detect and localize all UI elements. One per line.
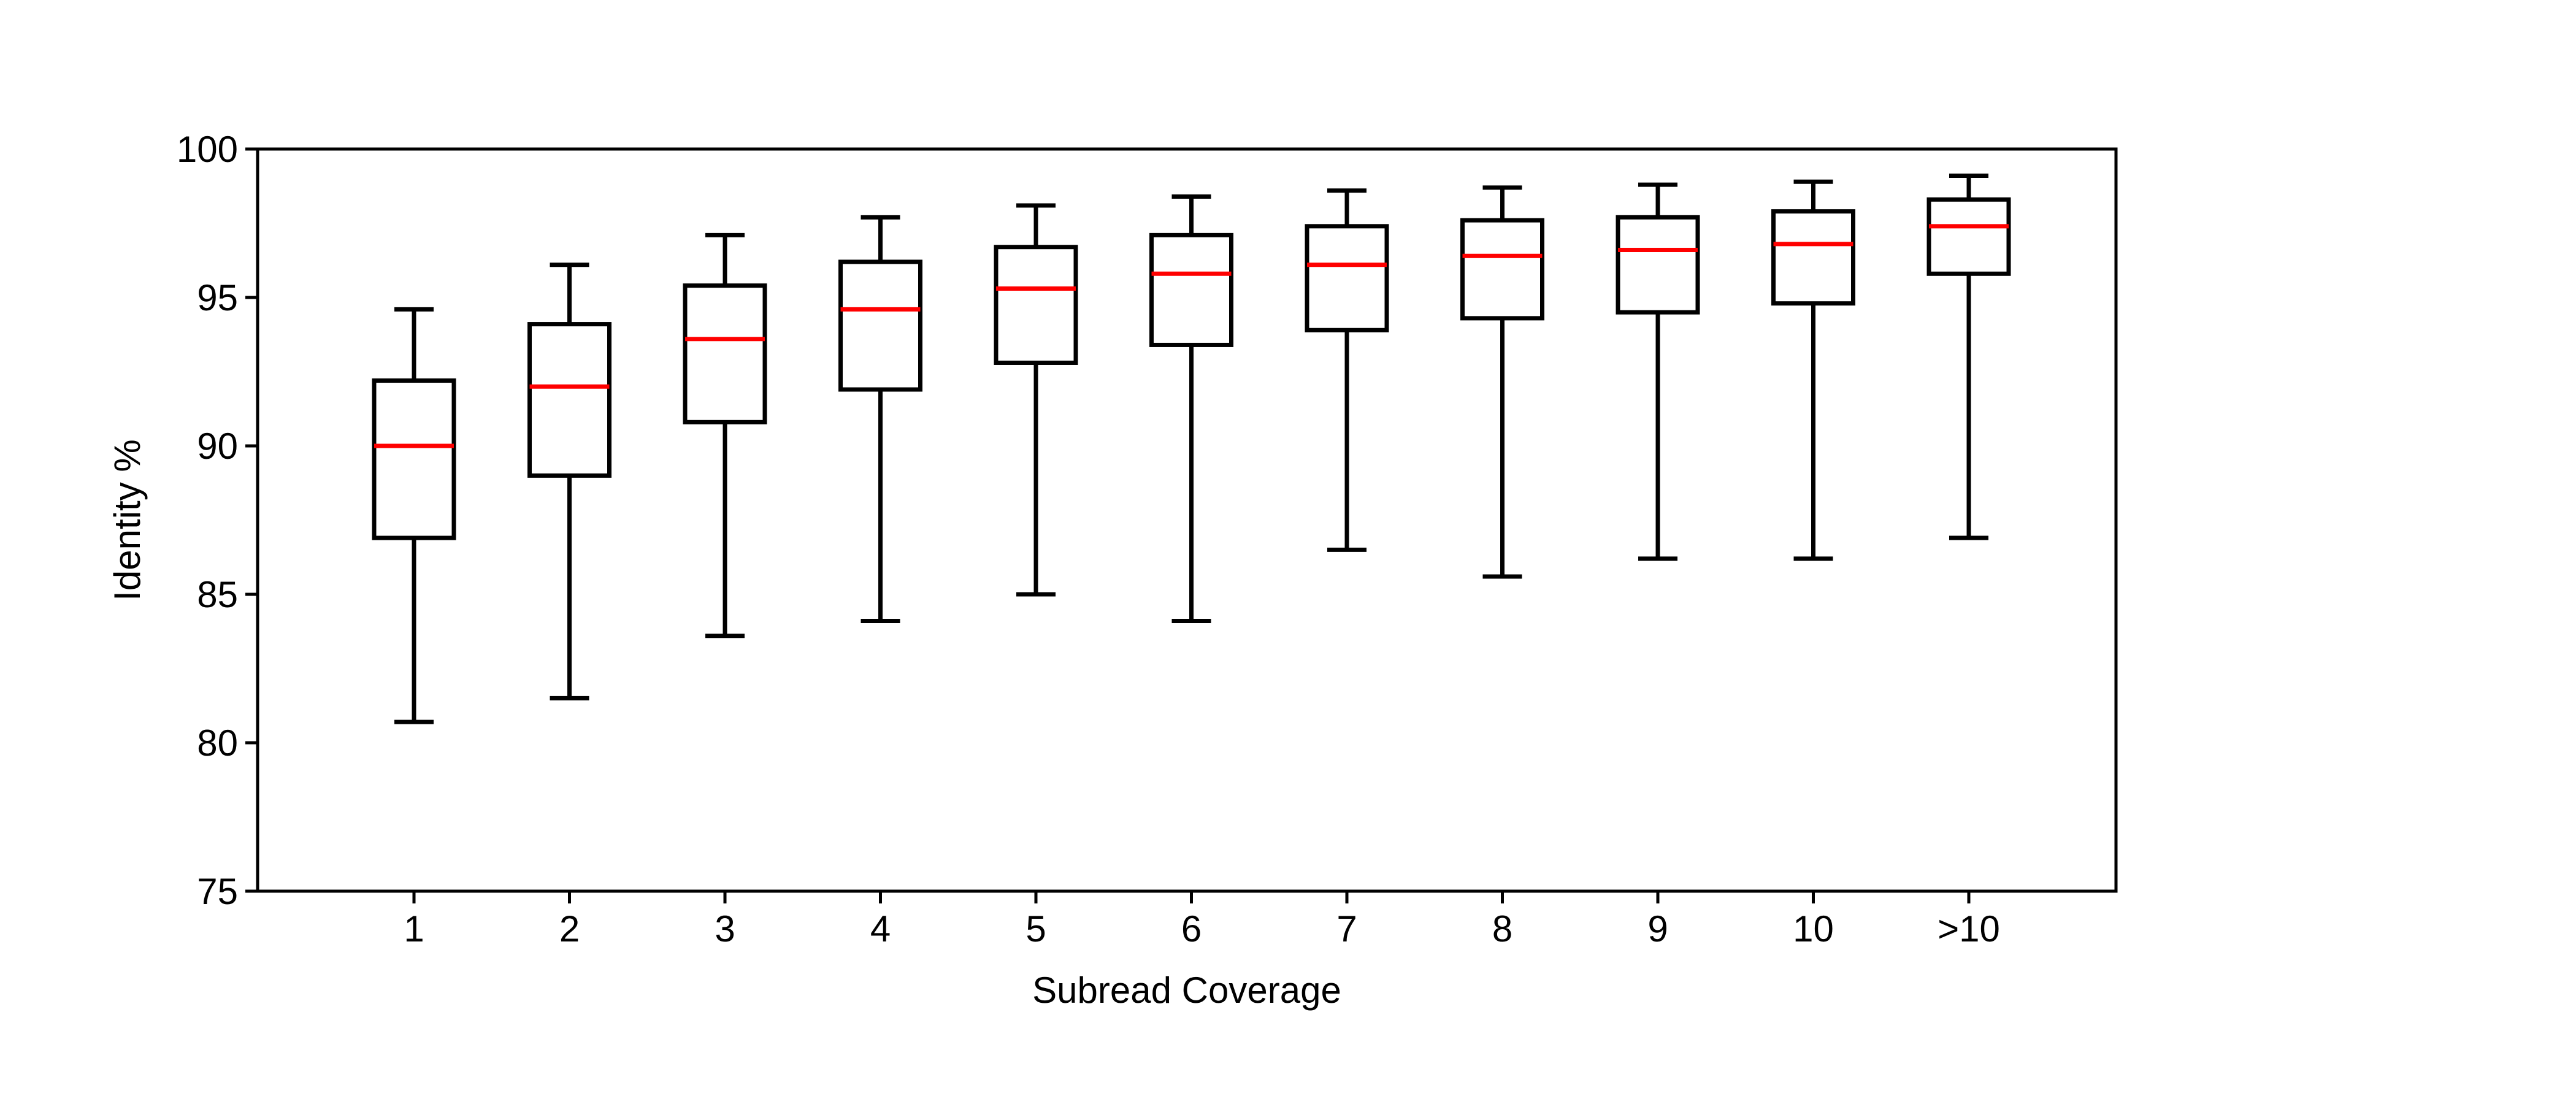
- box-2: [527, 263, 611, 700]
- iqr-box: [1926, 197, 2011, 276]
- x-tick-label: 2: [559, 908, 580, 949]
- y-tick-label: 80: [197, 723, 238, 764]
- box-3: [683, 232, 767, 638]
- x-axis: 1 2 3 4 5 6 7 8 9 10 >10: [404, 891, 2000, 949]
- iqr-box: [838, 259, 922, 392]
- x-tick-label: 5: [1025, 908, 1046, 949]
- iqr-box: [1460, 218, 1544, 321]
- box-7: [1305, 188, 1389, 552]
- x-tick-label: 6: [1181, 908, 1202, 949]
- box-8: [1460, 185, 1544, 579]
- x-tick-label: 1: [404, 908, 424, 949]
- iqr-box: [1149, 232, 1233, 347]
- iqr-box: [527, 322, 611, 478]
- y-tick-label: 100: [177, 129, 238, 170]
- box-6: [1149, 194, 1233, 624]
- x-tick-label: 4: [870, 908, 891, 949]
- iqr-box: [1305, 224, 1389, 332]
- y-axis-title: Identity %: [107, 439, 148, 600]
- x-tick-label: 8: [1492, 908, 1512, 949]
- box-4: [838, 215, 922, 624]
- y-tick-label: 85: [197, 574, 238, 615]
- y-axis: 75 80 85 90 95 100: [177, 129, 258, 912]
- iqr-box: [994, 245, 1078, 365]
- iqr-box: [372, 378, 456, 540]
- box-11: [1926, 174, 2011, 540]
- plot-frame: [256, 147, 2118, 893]
- box-10: [1771, 179, 1855, 561]
- x-tick-label: >10: [1938, 908, 2000, 949]
- x-tick-label: 7: [1336, 908, 1357, 949]
- x-tick-label: 9: [1647, 908, 1668, 949]
- x-tick-label: 10: [1793, 908, 1834, 949]
- y-tick-label: 90: [197, 426, 238, 467]
- y-tick-label: 95: [197, 277, 238, 318]
- box-series: [372, 174, 2011, 724]
- x-axis-title: Subread Coverage: [1032, 970, 1341, 1011]
- iqr-box: [1616, 215, 1700, 315]
- iqr-box: [1771, 209, 1855, 306]
- box-5: [994, 203, 1078, 597]
- y-tick-label: 75: [197, 871, 238, 912]
- iqr-box: [683, 283, 767, 424]
- box-9: [1616, 182, 1700, 561]
- x-tick-label: 3: [715, 908, 735, 949]
- box-1: [372, 307, 456, 724]
